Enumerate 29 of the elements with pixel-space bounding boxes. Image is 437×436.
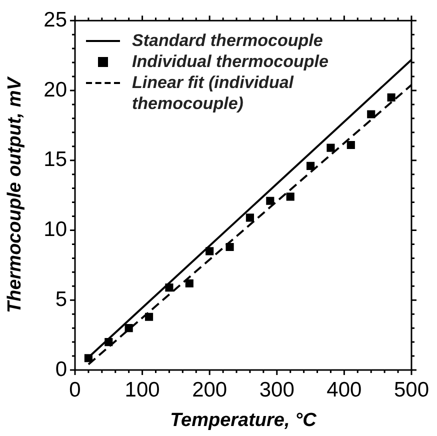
x-tick-label: 100 xyxy=(124,378,160,402)
point xyxy=(246,214,254,222)
point xyxy=(165,284,174,292)
point xyxy=(367,110,376,118)
y-tick-label: 25 xyxy=(44,8,67,32)
legend-label: Individual thermocouple xyxy=(132,51,328,72)
y-tick-label: 15 xyxy=(44,148,67,172)
x-tick-label: 500 xyxy=(394,378,430,402)
y-tick-label: 5 xyxy=(55,288,67,311)
point xyxy=(387,93,396,102)
legend-label: Standard thermocouple xyxy=(132,30,323,51)
point xyxy=(226,242,234,252)
point xyxy=(144,312,154,321)
x-tick-label: 200 xyxy=(192,378,228,402)
y-axis-title: Thermocouple output, mV xyxy=(4,76,26,313)
x-tick-label: 300 xyxy=(259,378,294,402)
point xyxy=(266,196,274,205)
y-tick-label: 10 xyxy=(44,218,67,242)
point xyxy=(286,192,294,201)
legend-label: Linear fit (individual themocouple) xyxy=(132,72,295,114)
point xyxy=(306,162,315,170)
point xyxy=(326,144,335,152)
point xyxy=(346,140,355,150)
y-tick-label: 20 xyxy=(44,78,67,102)
x-axis-title: Temperature, °C xyxy=(170,410,317,431)
point xyxy=(124,324,133,332)
point xyxy=(185,279,194,288)
x-tick-label: 400 xyxy=(326,378,362,402)
y-tick-label: 0 xyxy=(55,358,67,381)
